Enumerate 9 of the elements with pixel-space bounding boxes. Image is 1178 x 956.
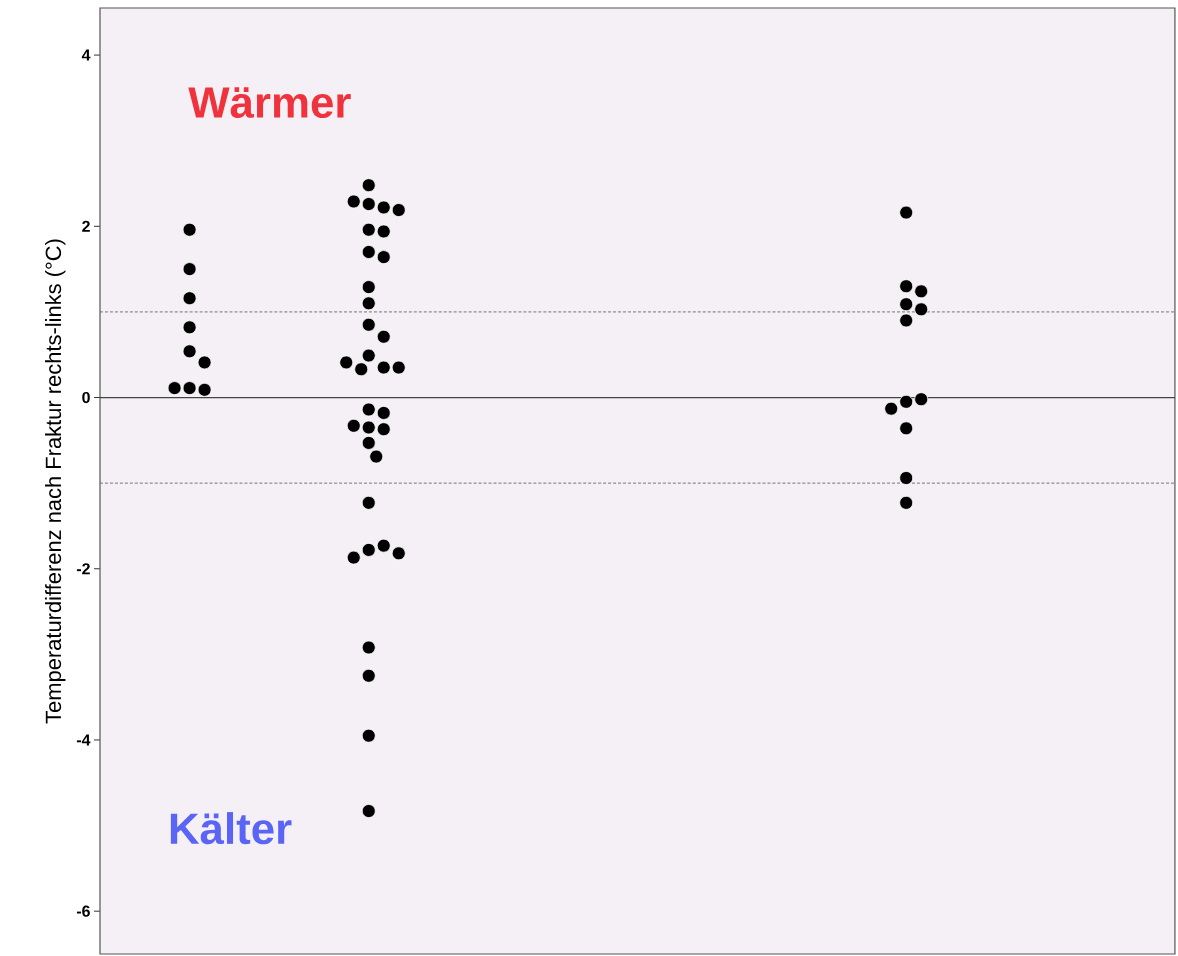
annotation: Wärmer [188, 87, 351, 118]
y-tick-label: -2 [76, 563, 90, 575]
y-tick-label: -4 [76, 734, 91, 746]
y-axis-title: Temperaturdifferenz nach Fraktur rechts-links (°C) [45, 239, 66, 724]
annotation: Kälter [170, 812, 292, 845]
y-tick-label: -6 [76, 905, 90, 917]
y-tick-label: 4 [81, 49, 91, 61]
y-tick-label: 0 [82, 391, 90, 404]
y-tick-label: 2 [82, 220, 90, 232]
